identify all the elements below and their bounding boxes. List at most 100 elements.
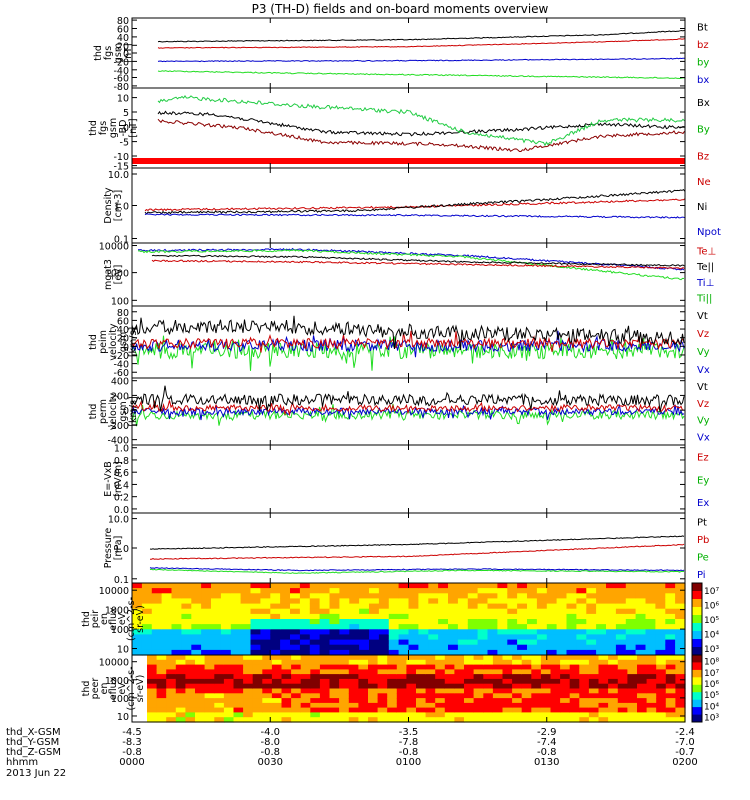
spectrogram-cell [181, 639, 192, 646]
spectrogram-cell [625, 603, 637, 610]
spectrogram-cell [310, 674, 321, 680]
spectrogram-cell [536, 619, 548, 625]
spectrogram-cell [260, 588, 271, 594]
spectrogram-cell [132, 619, 143, 625]
spectrogram-cell [171, 588, 182, 594]
spectrogram-cell [637, 707, 648, 713]
spectrogram-cell [507, 644, 518, 651]
spectrogram-cell [646, 674, 657, 680]
spectrogram-cell [487, 634, 498, 641]
spectrogram-cell [220, 598, 232, 605]
spectrogram-cell [387, 669, 398, 675]
spectrogram-cell [586, 634, 597, 641]
spectrogram-cell [339, 619, 350, 625]
spectrogram-cell [408, 619, 419, 625]
spectrogram-cell [377, 688, 388, 694]
spectrogram-cell [608, 702, 619, 709]
spectrogram-cell [220, 593, 232, 599]
spectrogram-cell [348, 702, 359, 709]
spectrogram-cell [546, 588, 558, 594]
spectrogram-cell [300, 683, 311, 690]
spectrogram-cell [596, 634, 607, 641]
spectrogram-cell [230, 644, 242, 651]
spectrogram-cell [396, 693, 407, 699]
spectrogram-cell [396, 683, 407, 690]
spectrogram-cell [141, 608, 153, 615]
spectrogram-cell [319, 707, 331, 713]
spectrogram-cell [608, 683, 619, 690]
spectrogram-cell [175, 702, 186, 709]
spectrogram-cell [457, 639, 469, 646]
spectrogram-cell [467, 583, 479, 589]
spectrogram-cell [645, 639, 656, 646]
spectrogram-cell [300, 678, 311, 685]
spectrogram-cell [233, 683, 244, 690]
spectrogram-cell [406, 678, 417, 685]
spectrogram-cell [223, 655, 235, 661]
spectrogram-cell [625, 598, 637, 605]
spectrogram-cell [418, 649, 429, 656]
spectrogram-cell [646, 698, 657, 704]
spectrogram-cell [579, 655, 590, 661]
spectrogram-cell [280, 598, 291, 605]
y-tick-label: 10.0 [108, 515, 129, 526]
spectrogram-cell [531, 712, 542, 718]
spectrogram-cell [507, 624, 518, 630]
spectrogram-cell [280, 608, 291, 615]
spectrogram-cell [132, 598, 143, 605]
spectrogram-cell [358, 688, 369, 694]
spectrogram-cell [502, 659, 513, 666]
spectrogram-cell [147, 712, 158, 718]
spectrogram-cell [569, 698, 580, 704]
spectrogram-cell [467, 644, 479, 651]
spectrogram-cell [438, 634, 449, 641]
spectrogram-cell [220, 639, 232, 646]
spectrogram-cell [141, 603, 153, 610]
spectrogram-cell [358, 669, 369, 675]
spectrogram-cell [596, 593, 607, 599]
spectrogram-cell [310, 688, 321, 694]
spectrogram-cell [467, 608, 479, 615]
spectrogram-cell [606, 644, 617, 651]
spectrogram-cell [223, 674, 235, 680]
spectrogram-cell [252, 669, 263, 675]
spectrogram-cell [310, 655, 321, 661]
y-tick-label: 100 [111, 694, 129, 705]
spectrogram-cell [300, 702, 311, 709]
spectrogram-cell [250, 603, 261, 610]
spectrogram-cell [645, 624, 656, 630]
spectrogram-cell [625, 593, 637, 599]
spectrogram-cell [406, 717, 417, 723]
spectrogram-cell [606, 608, 617, 615]
y-axis-label: fgs [103, 46, 114, 60]
spectrogram-cell [517, 619, 528, 625]
spectrogram-cell [675, 712, 686, 718]
spectrogram-cell [517, 629, 528, 635]
spectrogram-cell [569, 707, 580, 713]
spectrogram-cell [617, 717, 628, 723]
spectrogram-cell [625, 639, 637, 646]
spectrogram-cell [579, 669, 590, 675]
spectrogram-cell [378, 603, 390, 610]
spectrogram-cell [416, 664, 427, 670]
spectrogram-cell [310, 712, 321, 718]
spectrogram-cell [270, 613, 281, 620]
spectrogram-cell [252, 712, 263, 718]
spectrogram-cell [290, 624, 301, 630]
spectrogram-cell [566, 603, 577, 610]
spectrogram-cell [487, 583, 498, 589]
spectrogram-cell [319, 583, 331, 589]
legend-entry: by [697, 58, 709, 69]
data-series-line [149, 543, 685, 560]
spectrogram-cell [637, 683, 648, 690]
spectrogram-cell [300, 688, 311, 694]
spectrogram-cell [359, 639, 370, 646]
spectrogram-cell [615, 619, 627, 625]
spectrogram-cell [546, 608, 558, 615]
spectrogram-cell [230, 634, 242, 641]
data-series-line [149, 535, 685, 550]
spectrogram-cell [132, 608, 143, 615]
spectrogram-cell [477, 624, 489, 630]
spectrogram-cell [556, 649, 568, 656]
spectrogram-cell [675, 593, 686, 599]
